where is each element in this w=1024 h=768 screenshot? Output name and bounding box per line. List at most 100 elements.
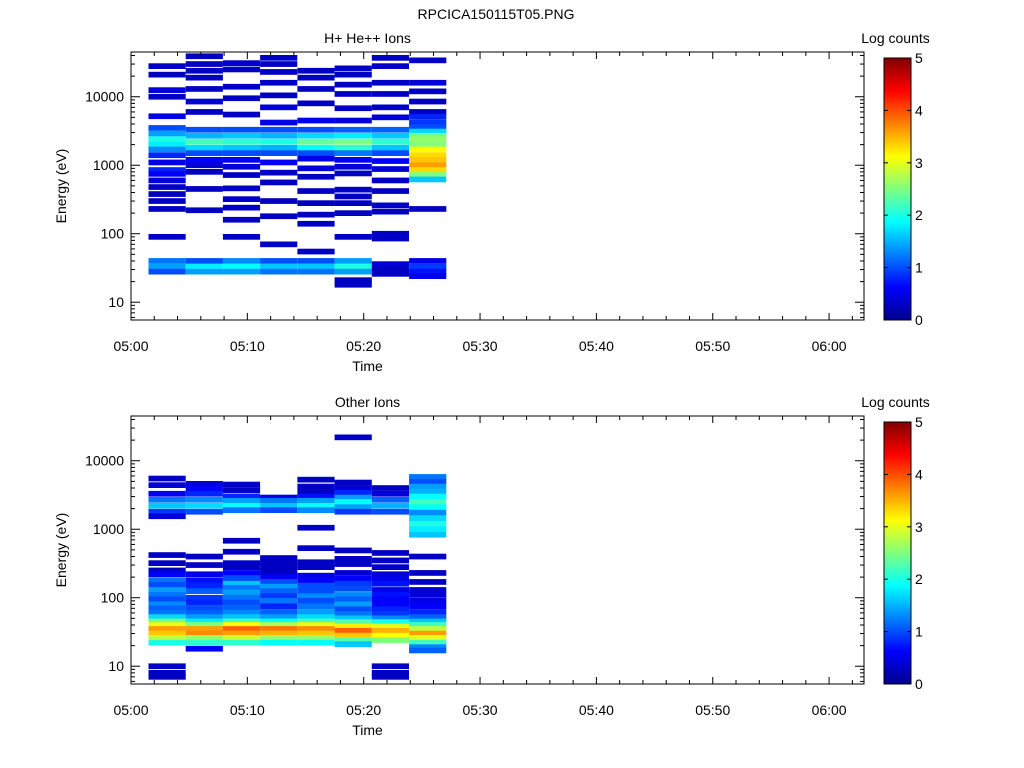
heatmap-cell [371, 138, 409, 145]
heatmap-cell [334, 268, 372, 275]
heatmap-cell [222, 132, 261, 139]
heatmap-cell [148, 626, 186, 632]
heatmap-cell [409, 263, 447, 270]
heatmap-cell [260, 79, 298, 86]
y-tick-label: 1000 [93, 157, 124, 173]
heatmap-cell [148, 635, 186, 641]
heatmap-cell [148, 475, 186, 482]
colorbar-tick-label: 4 [915, 466, 923, 482]
heatmap-cell [185, 98, 223, 105]
heatmap-cell [409, 515, 447, 521]
heatmap-cell [222, 635, 261, 641]
heatmap-cell [409, 509, 447, 516]
heatmap-cell [185, 577, 223, 584]
heatmap-cell [148, 87, 186, 93]
heatmap-cell [409, 483, 447, 490]
heatmap-cell [222, 502, 261, 509]
heatmap-cell [185, 144, 223, 151]
heatmap-cell [297, 635, 335, 641]
heatmap-cell [334, 570, 372, 576]
heatmap-cell [297, 150, 335, 156]
heatmap-cell [297, 200, 335, 206]
heatmap-cell [334, 170, 372, 177]
heatmap-cell [222, 570, 261, 576]
heatmap-cell [371, 158, 409, 164]
heatmap-cell [409, 579, 447, 585]
heatmap-cell [409, 526, 447, 533]
colorbar-tick-label: 1 [915, 260, 923, 276]
heatmap-cell [260, 574, 298, 580]
heatmap-cell [297, 498, 335, 504]
heatmap-cell [222, 268, 261, 275]
heatmap-cell [334, 126, 372, 133]
heatmap-cell [334, 601, 372, 608]
heatmap-cell [371, 144, 409, 151]
heatmap-cell [148, 496, 186, 503]
heatmap-cell [371, 670, 409, 676]
heatmap-cell [185, 502, 223, 509]
heatmap-cell [260, 579, 298, 585]
heatmap-cell [148, 206, 186, 212]
heatmap-cell [409, 603, 447, 610]
heatmap-cell [297, 173, 335, 180]
heatmap-cell [148, 571, 186, 578]
heatmap-cell [334, 434, 372, 441]
heatmap-cell [371, 557, 409, 564]
heatmap-cell [334, 547, 372, 554]
heatmap-cell [334, 144, 372, 151]
y-tick-label: 10 [108, 294, 124, 310]
heatmap-cell [185, 157, 223, 163]
heatmap-cell [371, 177, 409, 184]
heatmap-cell [371, 230, 409, 237]
heatmap-cell [260, 55, 298, 61]
heatmap-cell [260, 268, 298, 275]
heatmap-cell [260, 258, 298, 264]
heatmap-cell [185, 562, 223, 568]
figure-title: RPCICA150115T05.PNG [418, 6, 575, 22]
heatmap-cell [409, 141, 447, 148]
heatmap-cell [409, 113, 447, 120]
heatmap-cell [148, 130, 186, 137]
heatmap-cell [371, 265, 409, 272]
heatmap-cell [334, 150, 372, 156]
heatmap-cell [260, 498, 298, 504]
heatmap-cell [409, 98, 447, 105]
heatmap-cell [334, 91, 372, 97]
heatmap-cell [409, 79, 447, 86]
heatmap-cell [297, 268, 335, 275]
heatmap-cell [260, 603, 298, 610]
heatmap-cell [297, 609, 335, 615]
heatmap-cell [222, 626, 261, 632]
heatmap-cell [334, 71, 372, 78]
heatmap-cell [148, 490, 186, 497]
heatmap-cell [148, 171, 186, 177]
heatmap-cell [334, 65, 372, 72]
heatmap-cell [371, 202, 409, 209]
heatmap-cell [148, 502, 186, 509]
heatmap-cell [260, 507, 298, 513]
heatmap-cell [297, 598, 335, 604]
colorbar [883, 421, 912, 685]
heatmap-cell [297, 582, 335, 589]
heatmap-cell [334, 193, 372, 200]
heatmap-cell [222, 580, 261, 587]
heatmap-cell [409, 489, 447, 495]
heatmap-cell [409, 109, 447, 115]
y-axis-label: Energy (eV) [53, 149, 69, 224]
heatmap-cell [297, 626, 335, 632]
heatmap-cell [371, 564, 409, 570]
heatmap-cell [409, 157, 447, 163]
heatmap-cell [185, 74, 223, 81]
heatmap-cell [409, 626, 447, 632]
heatmap-cell [260, 198, 298, 204]
heatmap-cell [148, 263, 186, 270]
heatmap-cell [371, 627, 409, 634]
colorbar-tick-label: 3 [915, 519, 923, 535]
heatmap-cell [371, 623, 409, 630]
heatmap-cell [185, 599, 223, 606]
heatmap-cell [409, 622, 447, 628]
heatmap-cell [260, 618, 298, 625]
heatmap-cell [334, 105, 372, 112]
y-tick-label: 10000 [85, 89, 124, 105]
heatmap-cell [334, 277, 372, 283]
